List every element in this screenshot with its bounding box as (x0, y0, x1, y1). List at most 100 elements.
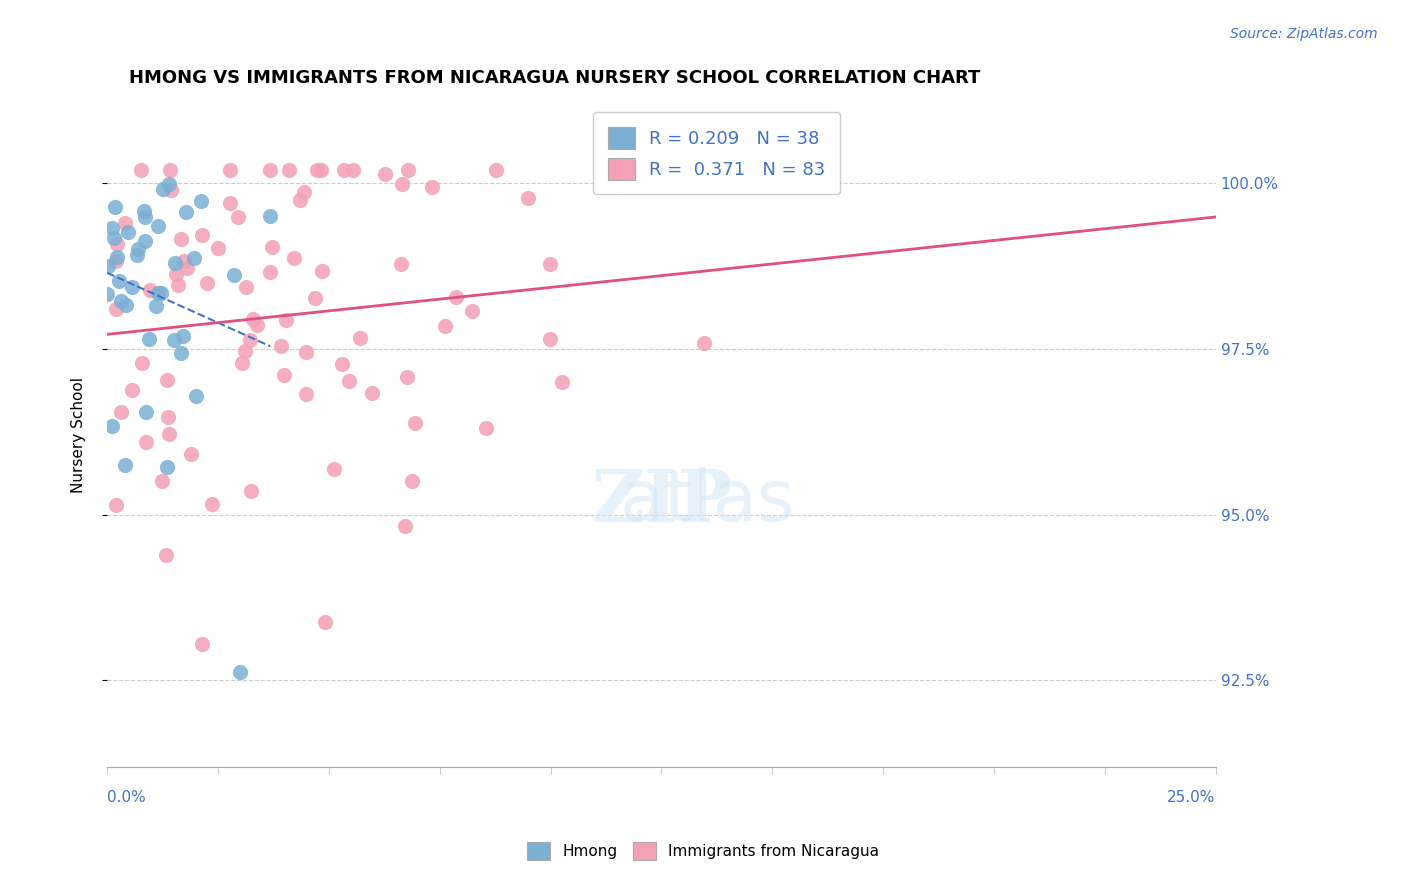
Point (259, 209, 281, 223)
Point (693, 336, 716, 351)
Point (389, 257, 412, 271)
Point (260, 240, 283, 254)
Point (292, 186, 315, 200)
Point (127, 248, 149, 262)
Point (174, 205, 197, 219)
Point (242, 312, 264, 326)
Point (105, 250, 128, 264)
Point (138, 332, 160, 346)
Text: Source: ZipAtlas.com: Source: ZipAtlas.com (1230, 27, 1378, 41)
Point (538, 332, 561, 346)
Text: 25.0%: 25.0% (1167, 789, 1216, 805)
Point (235, 280, 257, 294)
Point (145, 299, 167, 313)
Point (239, 334, 262, 348)
Point (290, 194, 312, 208)
Point (259, 162, 281, 177)
Point (229, 665, 252, 680)
Point (110, 293, 132, 308)
Point (295, 386, 318, 401)
Point (156, 373, 179, 387)
Point (170, 232, 193, 246)
Legend: R = 0.209   N = 38, R =  0.371   N = 83: R = 0.209 N = 38, R = 0.371 N = 83 (593, 112, 841, 194)
Point (149, 285, 172, 300)
Point (273, 368, 295, 382)
Point (104, 200, 127, 214)
Text: 0.0%: 0.0% (107, 789, 146, 805)
Point (104, 302, 127, 317)
Point (190, 194, 212, 209)
Point (121, 279, 143, 293)
Point (333, 162, 356, 177)
Point (139, 283, 162, 297)
Point (195, 276, 218, 290)
Point (159, 162, 181, 177)
Point (239, 483, 262, 498)
Point (96, 287, 118, 301)
Point (135, 405, 157, 419)
Point (360, 386, 382, 401)
Point (186, 389, 208, 403)
Point (404, 417, 426, 431)
Point (115, 298, 138, 312)
Point (114, 458, 136, 473)
Point (201, 497, 224, 511)
Point (401, 474, 423, 488)
Point (155, 549, 177, 563)
Point (207, 241, 229, 255)
Point (551, 375, 574, 389)
Point (461, 304, 484, 318)
Point (117, 226, 139, 240)
Point (173, 254, 195, 268)
Point (156, 459, 179, 474)
Point (134, 234, 156, 248)
Point (396, 370, 419, 384)
Point (127, 243, 149, 257)
Point (97, 259, 120, 273)
Point (246, 318, 269, 332)
Text: ZIP: ZIP (591, 466, 731, 537)
Point (176, 260, 198, 275)
Point (150, 474, 173, 488)
Point (374, 167, 396, 181)
Point (104, 498, 127, 512)
Point (131, 356, 153, 370)
Point (339, 374, 361, 388)
Point (191, 228, 214, 243)
Point (349, 331, 371, 345)
Point (309, 162, 332, 177)
Point (132, 204, 155, 219)
Point (191, 637, 214, 651)
Point (134, 211, 156, 225)
Point (433, 319, 456, 334)
Point (391, 177, 413, 191)
Point (538, 257, 561, 271)
Point (110, 405, 132, 419)
Point (146, 285, 169, 300)
Point (330, 357, 353, 371)
Point (224, 268, 246, 282)
Point (101, 220, 124, 235)
Legend: Hmong, Immigrants from Nicaragua: Hmong, Immigrants from Nicaragua (522, 836, 884, 866)
Point (157, 410, 180, 425)
Point (218, 196, 240, 211)
Point (159, 183, 181, 197)
Point (278, 162, 301, 177)
Point (259, 265, 281, 279)
Point (148, 219, 170, 233)
Point (157, 177, 180, 191)
Point (169, 346, 191, 360)
Point (323, 462, 346, 476)
Point (311, 263, 333, 277)
Point (295, 344, 318, 359)
Point (233, 343, 256, 358)
Text: HMONG VS IMMIGRANTS FROM NICARAGUA NURSERY SCHOOL CORRELATION CHART: HMONG VS IMMIGRANTS FROM NICARAGUA NURSE… (129, 69, 980, 87)
Point (105, 236, 128, 251)
Point (172, 329, 194, 343)
Point (342, 162, 364, 177)
Point (304, 291, 326, 305)
Point (167, 278, 190, 293)
Point (183, 251, 205, 265)
Point (165, 256, 187, 270)
Point (165, 267, 187, 281)
